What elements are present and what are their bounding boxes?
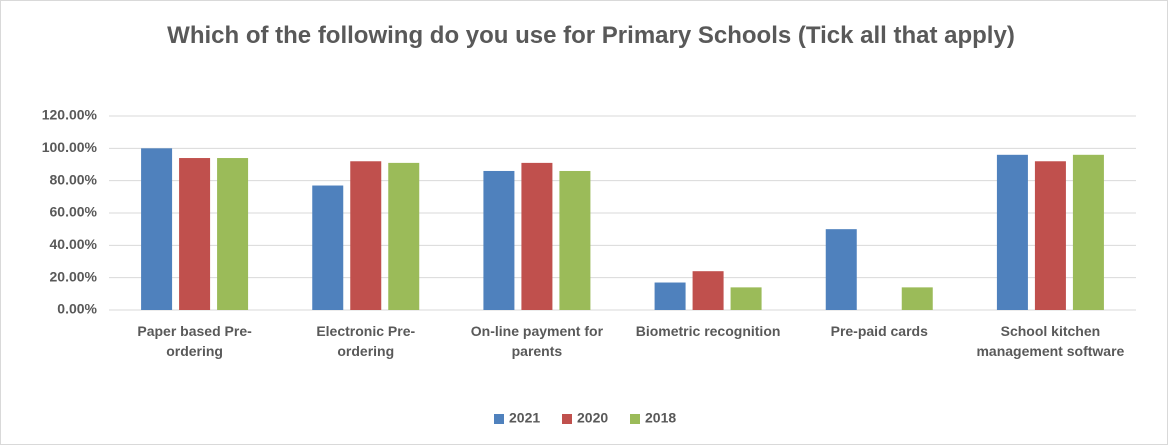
legend-label: 2020 [577, 410, 608, 426]
x-tick-label: School kitchen management software [976, 323, 1125, 359]
bar [141, 148, 173, 310]
legend-swatch [494, 414, 504, 424]
bar [1034, 161, 1066, 310]
bar [901, 287, 933, 310]
bar [654, 282, 686, 310]
y-tick-label: 80.00% [50, 171, 98, 187]
bar [179, 158, 211, 310]
x-tick-label: Electronic Pre-ordering [316, 323, 416, 359]
bar [350, 161, 382, 310]
y-tick-label: 20.00% [50, 268, 98, 284]
bar [217, 158, 249, 310]
legend-swatch [562, 414, 572, 424]
bar [825, 229, 857, 310]
bar [692, 271, 724, 310]
legend-swatch [630, 414, 640, 424]
chart-title: Which of the following do you use for Pr… [167, 22, 1015, 49]
y-tick-label: 0.00% [57, 301, 97, 317]
legend-label: 2018 [645, 410, 676, 426]
bar [521, 162, 553, 310]
y-tick-label: 40.00% [50, 236, 98, 252]
legend-label: 2021 [509, 410, 540, 426]
x-tick-label: On-line payment for parents [470, 323, 604, 359]
y-tick-label: 120.00% [42, 107, 98, 123]
bar [388, 162, 420, 310]
x-tick-label: Paper based Pre-ordering [137, 323, 252, 359]
bar [483, 170, 515, 310]
y-tick-label: 100.00% [42, 139, 98, 155]
y-tick-label: 60.00% [50, 204, 98, 220]
x-tick-label: Pre-paid cards [830, 323, 928, 339]
bar [996, 154, 1028, 310]
x-tick-label: Biometric recognition [635, 323, 781, 339]
bar [1072, 154, 1104, 310]
bar [312, 185, 344, 310]
bar [730, 287, 762, 310]
bar [559, 170, 591, 310]
